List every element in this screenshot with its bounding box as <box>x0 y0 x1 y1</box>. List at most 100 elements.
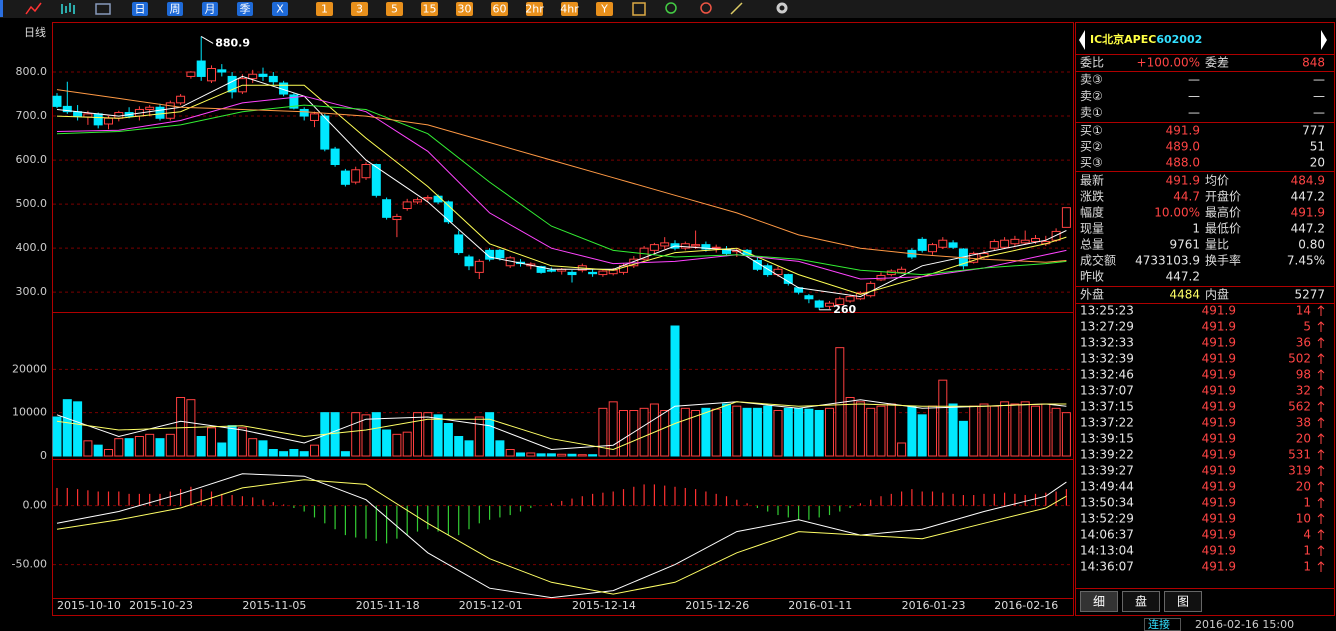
icon-zoom-in[interactable] <box>665 2 677 14</box>
quote-text: 531 <box>1288 448 1311 462</box>
icon-line[interactable] <box>25 2 42 15</box>
volume-bar <box>114 438 124 457</box>
toolbar-button[interactable] <box>316 2 333 16</box>
icon-draw[interactable] <box>730 2 743 15</box>
toolbar-button-label[interactable]: 30 <box>458 3 472 16</box>
toolbar-button-label[interactable]: 1 <box>321 3 328 16</box>
tab[interactable] <box>1164 591 1202 612</box>
candle-body <box>773 268 783 276</box>
icon-candle[interactable] <box>61 3 75 14</box>
volume-bar <box>299 451 309 457</box>
quote-text: 13:32:33 <box>1080 336 1134 350</box>
candle-body <box>989 241 999 249</box>
quote-text: 491.9 <box>1202 512 1236 526</box>
x-tick-label: 2015-11-18 <box>356 599 420 612</box>
quote-text: 319 <box>1288 464 1311 478</box>
tab-label[interactable]: 盘 <box>1135 594 1147 609</box>
toolbar-button-label[interactable]: 4hr <box>560 3 579 16</box>
volume-bar <box>649 403 659 457</box>
candle-body <box>464 256 474 267</box>
x-tick-label: 2015-12-01 <box>459 599 523 612</box>
toolbar-button-label[interactable]: 60 <box>493 3 507 16</box>
quote-text: 491.9 <box>1202 336 1236 350</box>
tab[interactable] <box>1080 591 1118 612</box>
toolbar-button-label[interactable]: 季 <box>240 3 251 16</box>
quote-text: 491.9 <box>1202 304 1236 318</box>
quote-text: 4 <box>1303 528 1311 542</box>
y-tick-label: -50.00 <box>12 558 47 571</box>
toolbar-button[interactable] <box>202 2 218 16</box>
toolbar-button-label[interactable]: 月 <box>205 3 216 16</box>
volume-bar <box>928 405 937 457</box>
toolbar-button-label[interactable]: 5 <box>391 3 398 16</box>
volume-bar <box>567 453 577 457</box>
tab-label[interactable]: 图 <box>1177 595 1189 609</box>
quote-text: 20 <box>1310 156 1325 170</box>
candle-body <box>83 113 93 118</box>
quote-text: 均价 <box>1205 174 1229 188</box>
toolbar-button-label[interactable]: Y <box>600 3 608 16</box>
indicator-line <box>56 399 1067 451</box>
volume-bar <box>289 449 299 457</box>
quote-text: 491.9 <box>1202 320 1236 334</box>
toolbar-button[interactable] <box>237 2 253 16</box>
toolbar-button[interactable] <box>421 2 438 16</box>
toolbar-button-label[interactable]: 日 <box>135 3 146 16</box>
volume-bar <box>433 414 443 457</box>
icon-zoom-out[interactable] <box>700 2 712 14</box>
quote-text: 13:37:15 <box>1080 400 1134 414</box>
trade-arrow <box>1317 305 1325 316</box>
y-tick-label: 0 <box>40 449 47 462</box>
quote-text: 14:06:37 <box>1080 528 1134 542</box>
y-tick-label: 20000 <box>12 362 47 375</box>
next-arrow[interactable] <box>1321 30 1327 50</box>
candle-body <box>320 115 330 150</box>
toolbar-button[interactable] <box>351 2 368 16</box>
trade-arrow <box>1317 545 1325 556</box>
candle-body <box>691 244 701 247</box>
volume-bar <box>371 412 381 457</box>
toolbar-button[interactable] <box>132 2 148 16</box>
toolbar-button-label[interactable]: 3 <box>356 3 363 16</box>
toolbar-button[interactable] <box>386 2 403 16</box>
toolbar-button[interactable] <box>167 2 183 16</box>
toolbar-button-label[interactable]: 周 <box>170 3 181 16</box>
volume-bar <box>454 436 464 457</box>
candle-body <box>165 102 175 119</box>
toolbar-button-label[interactable]: X <box>276 3 284 16</box>
quote-text: 13:39:22 <box>1080 448 1134 462</box>
quote-text: — <box>1188 89 1200 103</box>
quote-text: 491.9 <box>1202 496 1236 510</box>
volume-bar <box>155 438 165 457</box>
toolbar-button[interactable] <box>456 2 473 16</box>
candle-body <box>660 242 670 247</box>
icon-edit[interactable] <box>632 2 646 16</box>
icon-window[interactable] <box>95 3 111 15</box>
quote-text: 14:13:04 <box>1080 544 1134 558</box>
quote-text: 447.2 <box>1291 190 1325 204</box>
toolbar-button-label[interactable]: 15 <box>423 3 437 16</box>
volume-bar <box>505 449 515 457</box>
volume-bar <box>752 407 762 457</box>
quote-text: 13:25:23 <box>1080 304 1134 318</box>
volume-bar <box>248 438 258 457</box>
quote-text: 13:37:22 <box>1080 416 1134 430</box>
toolbar-button[interactable] <box>491 2 508 16</box>
candle-body <box>207 68 216 82</box>
icon-settings[interactable] <box>776 2 788 14</box>
toolbar-button[interactable] <box>596 2 613 16</box>
volume-bar <box>104 449 113 457</box>
volume-bar <box>443 423 453 457</box>
toolbar-button[interactable] <box>272 2 288 16</box>
toolbar-button[interactable] <box>526 2 543 16</box>
tab[interactable] <box>1122 591 1160 612</box>
quote-text: 502 <box>1288 352 1311 366</box>
toolbar-button-label[interactable]: 2hr <box>525 3 544 16</box>
toolbar-button[interactable] <box>561 2 578 16</box>
stock-code: 602002 <box>1156 33 1202 46</box>
quote-frame <box>1075 22 1335 616</box>
quote-text: 51 <box>1310 140 1325 154</box>
prev-arrow[interactable] <box>1079 30 1085 50</box>
tab-label[interactable]: 细 <box>1093 595 1105 609</box>
candle-body <box>402 201 412 210</box>
